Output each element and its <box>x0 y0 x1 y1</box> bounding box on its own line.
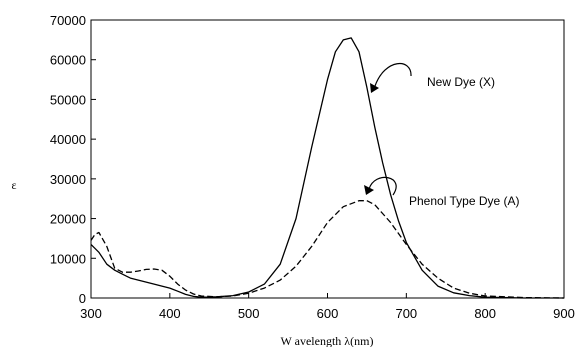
x-tick-label: 900 <box>553 306 575 321</box>
arrowhead-1 <box>370 83 379 93</box>
y-tick-label: 10000 <box>50 251 86 266</box>
y-tick-label: 60000 <box>50 53 86 68</box>
x-tick-label: 300 <box>80 306 102 321</box>
annotation-layer: New Dye (X) Phenol Type Dye (A) <box>364 62 520 208</box>
x-tick-label: 700 <box>395 306 417 321</box>
y-tick-label: 40000 <box>50 132 86 147</box>
arrowhead-2 <box>364 185 374 195</box>
x-tick-label: 500 <box>238 306 260 321</box>
y-tick-label: 30000 <box>50 172 86 187</box>
annotation-arrow-1 <box>374 62 412 87</box>
series-layer <box>90 37 565 299</box>
series-line-2 <box>90 200 565 299</box>
x-tick-label: 600 <box>317 306 339 321</box>
x-tick-label: 800 <box>474 306 496 321</box>
x-axis: 300 400 500 600 700 800 900 <box>80 293 575 321</box>
y-tick-label: 20000 <box>50 212 86 227</box>
annotation-label-1: New Dye (X) <box>427 75 495 89</box>
y-tick-label: 50000 <box>50 92 86 107</box>
y-axis: 0 10000 20000 30000 40000 50000 60000 70000 <box>50 13 96 306</box>
y-tick-label: 70000 <box>50 13 86 28</box>
annotation-arrow-2 <box>368 176 397 196</box>
annotation-label-2: Phenol Type Dye (A) <box>409 194 520 208</box>
y-axis-title: ε <box>11 178 16 192</box>
x-tick-label: 400 <box>159 306 181 321</box>
plot-area <box>90 19 565 299</box>
y-tick-label: 0 <box>79 291 86 306</box>
x-axis-title: W avelength λ(nm) <box>281 334 374 347</box>
